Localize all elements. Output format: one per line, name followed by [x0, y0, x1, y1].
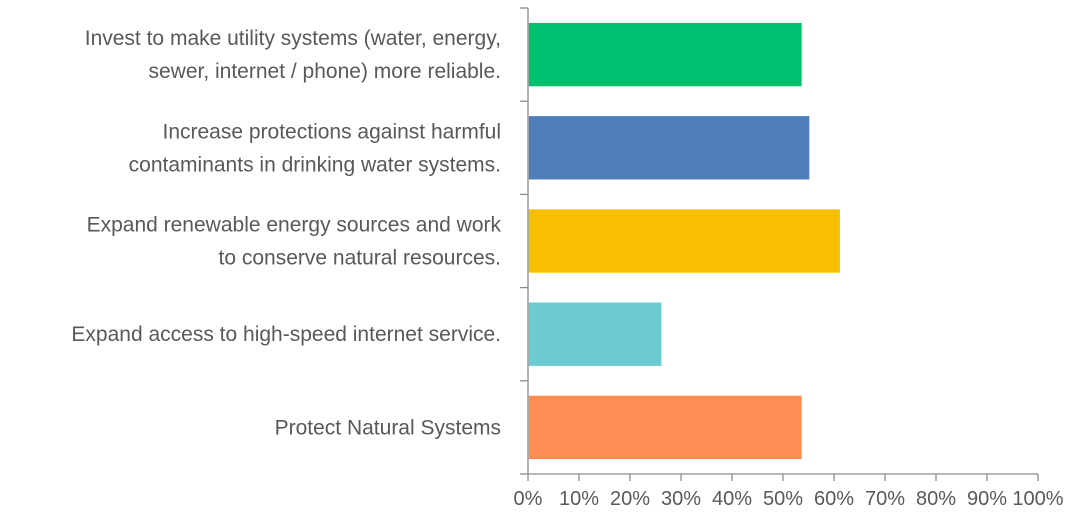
category-label-1: Increase protections against harmful cont…: [129, 120, 501, 176]
bar-0: [528, 22, 802, 87]
category-label-line: Protect Natural Systems: [275, 416, 501, 439]
axes: [520, 7, 1039, 481]
x-tick-label-7: 70%: [865, 488, 905, 510]
x-tick-label-5: 50%: [763, 488, 803, 510]
x-tick-label-4: 40%: [712, 488, 752, 510]
x-tick-label-8: 80%: [916, 488, 956, 510]
category-label-line: sewer, internet / phone) more reliable.: [148, 60, 501, 83]
x-tick-labels: 0% 10% 20% 30% 40% 50% 60% 70% 80% 90% 100%: [514, 488, 1064, 510]
category-label-4: Protect Natural Systems: [275, 416, 501, 439]
category-label-2: Expand renewable energy sources and work…: [87, 214, 502, 270]
category-label-line: to conserve natural resources.: [219, 247, 501, 270]
category-label-line: Increase protections against harmful: [162, 120, 501, 143]
category-label-3: Expand access to high-speed internet ser…: [71, 323, 501, 346]
category-label-line: Invest to make utility systems (water, e…: [85, 27, 501, 50]
bars-group: [528, 22, 840, 460]
x-tick-label-3: 30%: [661, 488, 701, 510]
category-label-line: Expand renewable energy sources and work: [87, 214, 502, 237]
category-label-line: contaminants in drinking water systems.: [129, 153, 501, 176]
bar-1: [528, 116, 810, 180]
x-tick-label-1: 10%: [559, 488, 599, 510]
x-tick-label-6: 60%: [814, 488, 854, 510]
bar-3: [528, 302, 662, 366]
x-tick-label-0: 0%: [514, 488, 543, 510]
category-labels: Invest to make utility systems (water, e…: [71, 27, 501, 439]
x-tick-label-2: 20%: [610, 488, 650, 510]
bar-2: [528, 209, 840, 273]
bar-4: [528, 395, 802, 460]
x-tick-label-10: 100%: [1012, 488, 1063, 510]
category-label-line: Expand access to high-speed internet ser…: [71, 323, 501, 346]
x-tick-label-9: 90%: [967, 488, 1007, 510]
category-label-0: Invest to make utility systems (water, e…: [85, 27, 501, 83]
